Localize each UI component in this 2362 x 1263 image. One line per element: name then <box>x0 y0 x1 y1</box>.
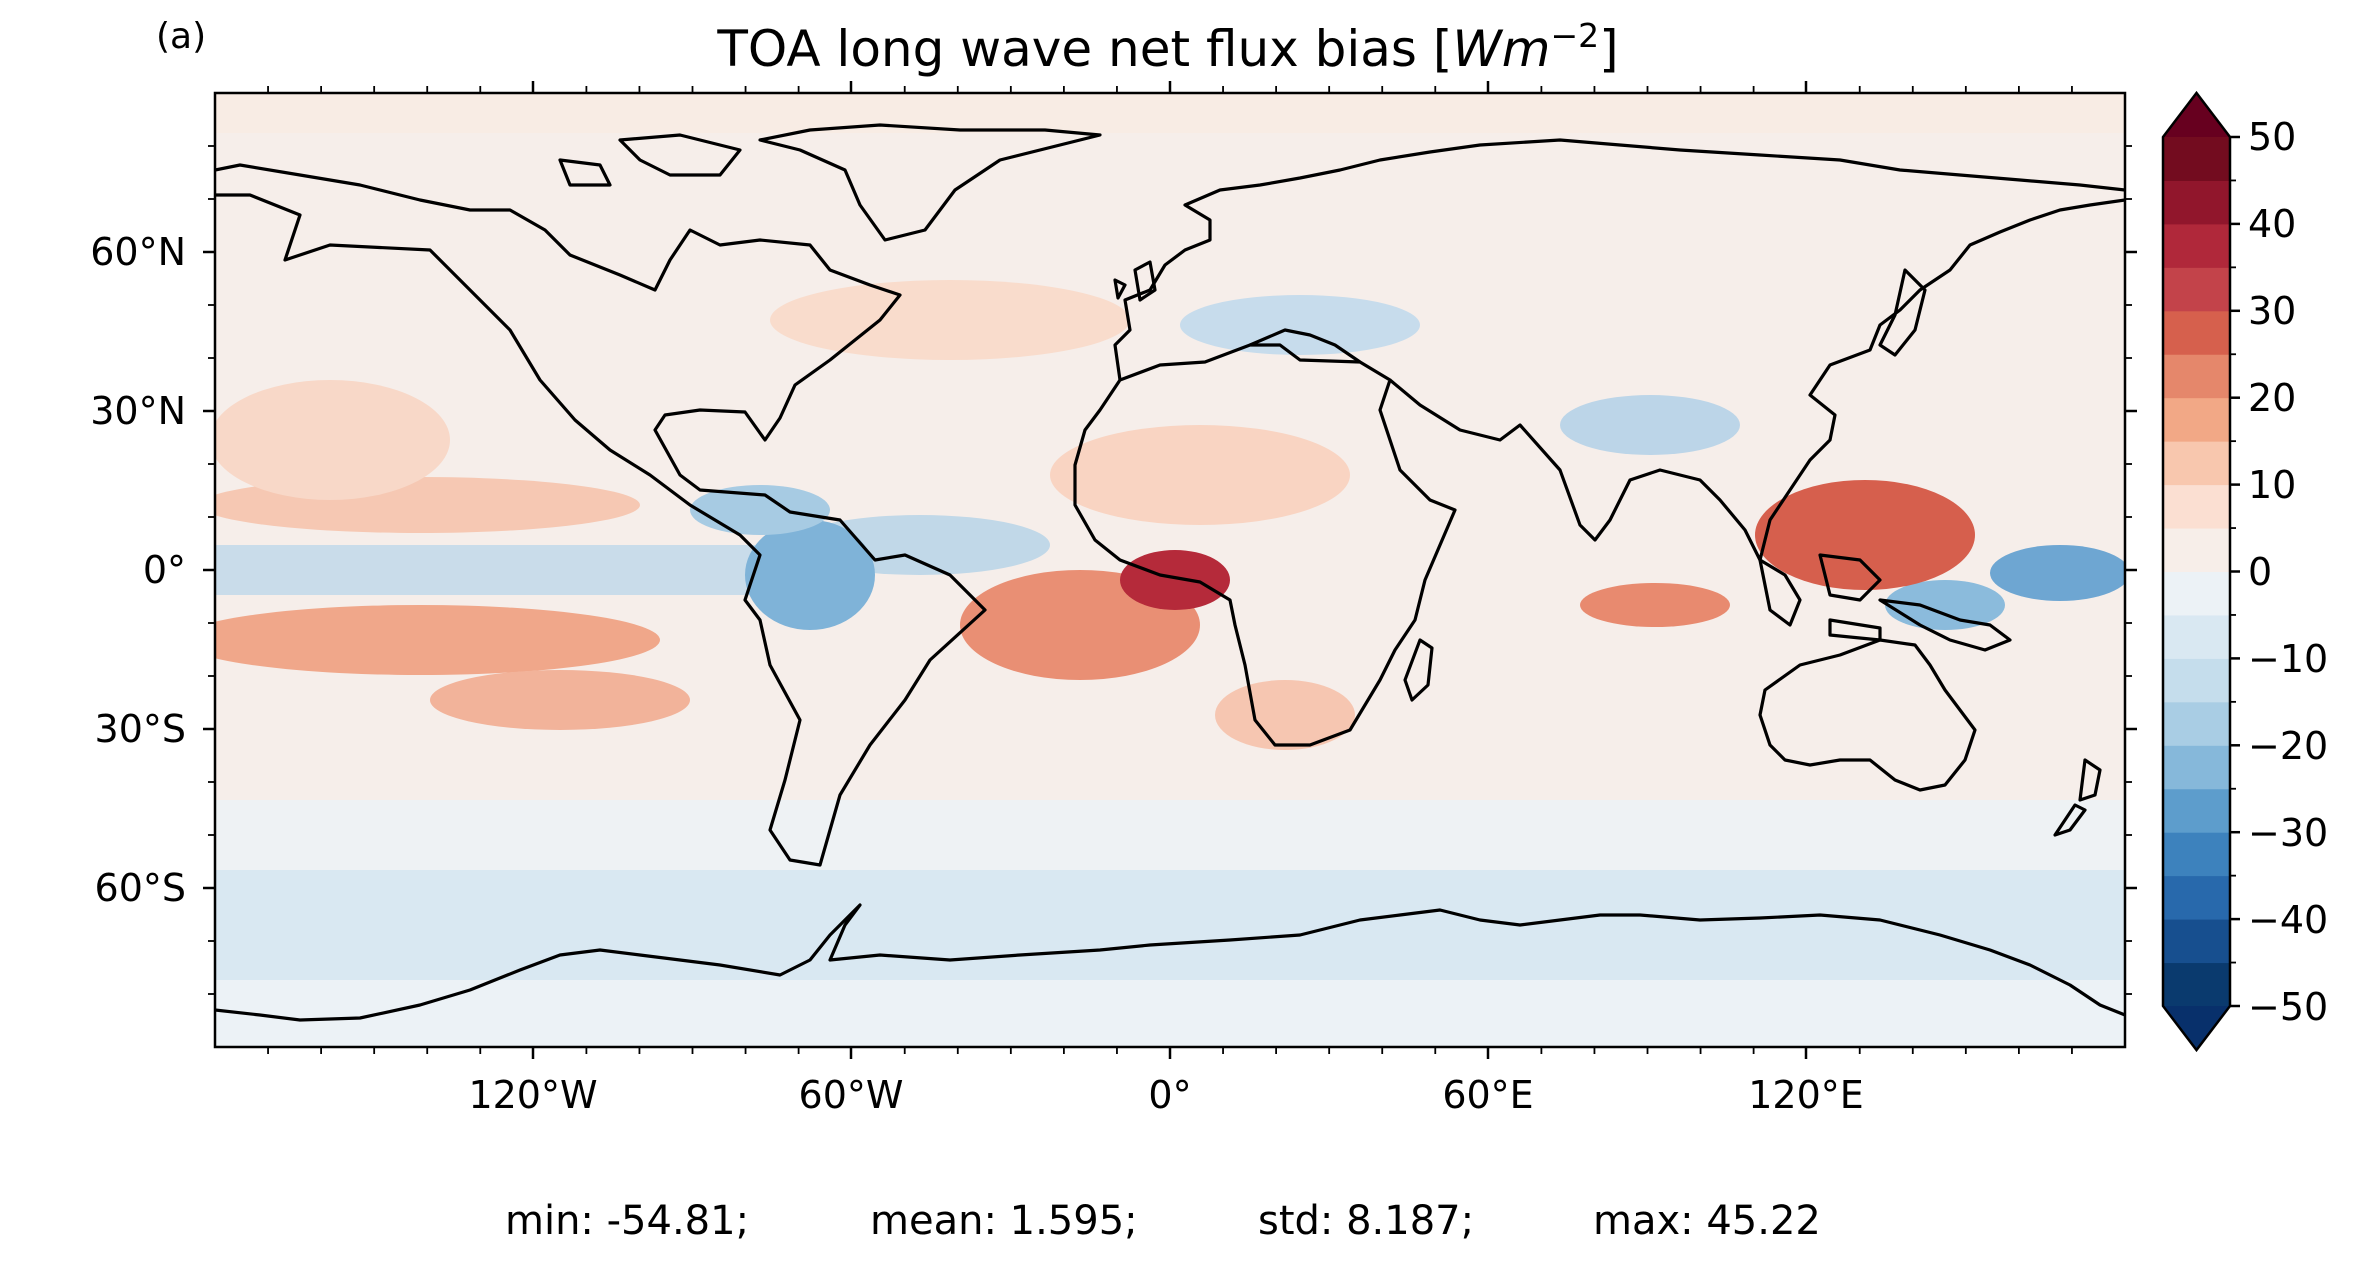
lat-label-30n: 30°N <box>90 389 186 433</box>
lon-label-120e: 120°E <box>1748 1073 1864 1117</box>
antarctica-coastline <box>215 903 2125 1022</box>
southern-africa-warm-patch <box>1215 680 1355 750</box>
coastlines <box>215 123 2125 1022</box>
southern-ocean-band <box>215 870 2125 980</box>
colorbar-bin <box>2163 267 2230 312</box>
australia-coastline <box>1758 638 1977 792</box>
americas-coastline <box>215 163 987 867</box>
colorbar-bin <box>2163 745 2230 790</box>
colorbar-bin <box>2163 441 2230 486</box>
lat-label-0: 0° <box>143 548 186 592</box>
cb-label-10: 10 <box>2248 463 2296 507</box>
stat-mean: mean: 1.595; <box>870 1198 1138 1244</box>
arctic-band <box>215 93 2125 133</box>
antarctic-band <box>215 980 2125 1047</box>
panel-label: (a) <box>156 16 206 57</box>
bias-field <box>215 93 2125 1047</box>
map-panel <box>215 93 2125 1047</box>
colorbar-bin <box>2163 310 2230 355</box>
colorbar-bin <box>2163 571 2230 616</box>
axis-ticks <box>203 81 2137 1059</box>
lon-label-0: 0° <box>1148 1073 1191 1117</box>
gulf-of-guinea-warm-spot <box>1120 550 1230 610</box>
indian-ocean-warm-spot <box>1580 583 1730 627</box>
colorbar-bin <box>2163 788 2230 833</box>
japan-coastline <box>1878 268 1927 357</box>
new-guinea-cool-spot <box>1885 580 2005 630</box>
cb-label-neg40: −40 <box>2248 898 2328 942</box>
lon-label-60e: 60°E <box>1442 1073 1533 1117</box>
title-close: ] <box>1599 20 1619 78</box>
map-title: TOA long wave net flux bias [Wm−2] <box>716 16 1618 79</box>
stat-std: std: 8.187; <box>1258 1198 1475 1244</box>
minor-ticks <box>208 86 2132 1054</box>
colorbar-bin <box>2163 137 2230 181</box>
lat-label-30s: 30°S <box>95 707 186 751</box>
cb-label-neg50: −50 <box>2248 985 2328 1029</box>
colorbar-bin <box>2163 701 2230 746</box>
stat-max: max: 45.22 <box>1593 1198 1821 1244</box>
colorbar-bin <box>2163 397 2230 442</box>
eurafrica-coastline <box>1073 343 1457 747</box>
colorbar-bin <box>2163 919 2230 964</box>
title-exponent: −2 <box>1551 16 1600 55</box>
cb-label-neg10: −10 <box>2248 637 2328 681</box>
colorbar-bin <box>2163 528 2230 572</box>
mediterranean-cool-patch <box>1180 295 1420 355</box>
colorbar-extend-low <box>2163 1006 2230 1050</box>
stat-min: min: -54.81; <box>505 1198 750 1244</box>
colorbar-bin <box>2163 223 2230 268</box>
cb-label-30: 30 <box>2248 289 2296 333</box>
north-atlantic-warm-patch <box>770 280 1130 360</box>
colorbar-bin <box>2163 354 2230 399</box>
uk-coastline <box>1113 260 1157 302</box>
north-pacific-warm-broad <box>215 380 450 500</box>
longitude-labels: 120°W 60°W 0° 60°E 120°E <box>468 1073 1863 1117</box>
maritime-continent-coastline <box>1758 553 2012 652</box>
colorbar-bins <box>2163 137 2230 1007</box>
lat-label-60n: 60°N <box>90 230 186 274</box>
colorbar-bin <box>2163 962 2230 1007</box>
colorbar-bin <box>2163 875 2230 920</box>
latitude-labels: 60°N 30°N 0° 30°S 60°S <box>90 230 186 910</box>
statistics-line: min: -54.81; mean: 1.595; std: 8.187; ma… <box>0 1198 2362 1248</box>
colorbar: 50 40 30 20 10 0 −10 −20 −30 −40 −50 <box>2161 90 2328 1053</box>
cb-label-50: 50 <box>2248 115 2296 159</box>
colorbar-bin <box>2163 484 2230 529</box>
arctic-islands-coastline <box>558 133 742 187</box>
cb-label-0: 0 <box>2248 550 2272 594</box>
colorbar-bin <box>2163 180 2230 225</box>
colorbar-bin <box>2163 658 2230 703</box>
colorbar-ticks <box>2230 135 2240 1008</box>
south-pacific-warm-band <box>215 605 660 675</box>
greenland-coastline <box>758 123 1102 242</box>
title-main: TOA long wave net flux bias [ <box>716 20 1452 78</box>
south-pacific-warm-tail <box>430 670 690 730</box>
cb-label-neg30: −30 <box>2248 811 2328 855</box>
maritime-continent-warm-spot <box>1755 480 1975 590</box>
amazon-cool-patch <box>745 520 875 630</box>
title-var: Wm <box>1452 20 1550 78</box>
west-pacific-cool-spot <box>1990 545 2125 601</box>
cb-label-20: 20 <box>2248 376 2296 420</box>
colorbar-labels: 50 40 30 20 10 0 −10 −20 −30 −40 −50 <box>2248 115 2328 1029</box>
colorbar-bin <box>2163 832 2230 877</box>
equatorial-cool-band-pacific <box>215 545 755 595</box>
tibet-cool-patch <box>1560 395 1740 455</box>
madagascar-coastline <box>1403 638 1434 702</box>
sahara-warm-patch <box>1050 425 1350 525</box>
colorbar-bin <box>2163 614 2230 659</box>
cb-label-neg20: −20 <box>2248 724 2328 768</box>
lat-label-60s: 60°S <box>95 866 186 910</box>
subantarctic-band <box>215 800 2125 870</box>
caribbean-cool-patch <box>690 485 830 535</box>
new-zealand-coastline <box>2053 758 2102 837</box>
cb-label-40: 40 <box>2248 202 2296 246</box>
lon-label-120w: 120°W <box>468 1073 597 1117</box>
lon-label-60w: 60°W <box>799 1073 904 1117</box>
colorbar-extend-high <box>2163 93 2230 137</box>
